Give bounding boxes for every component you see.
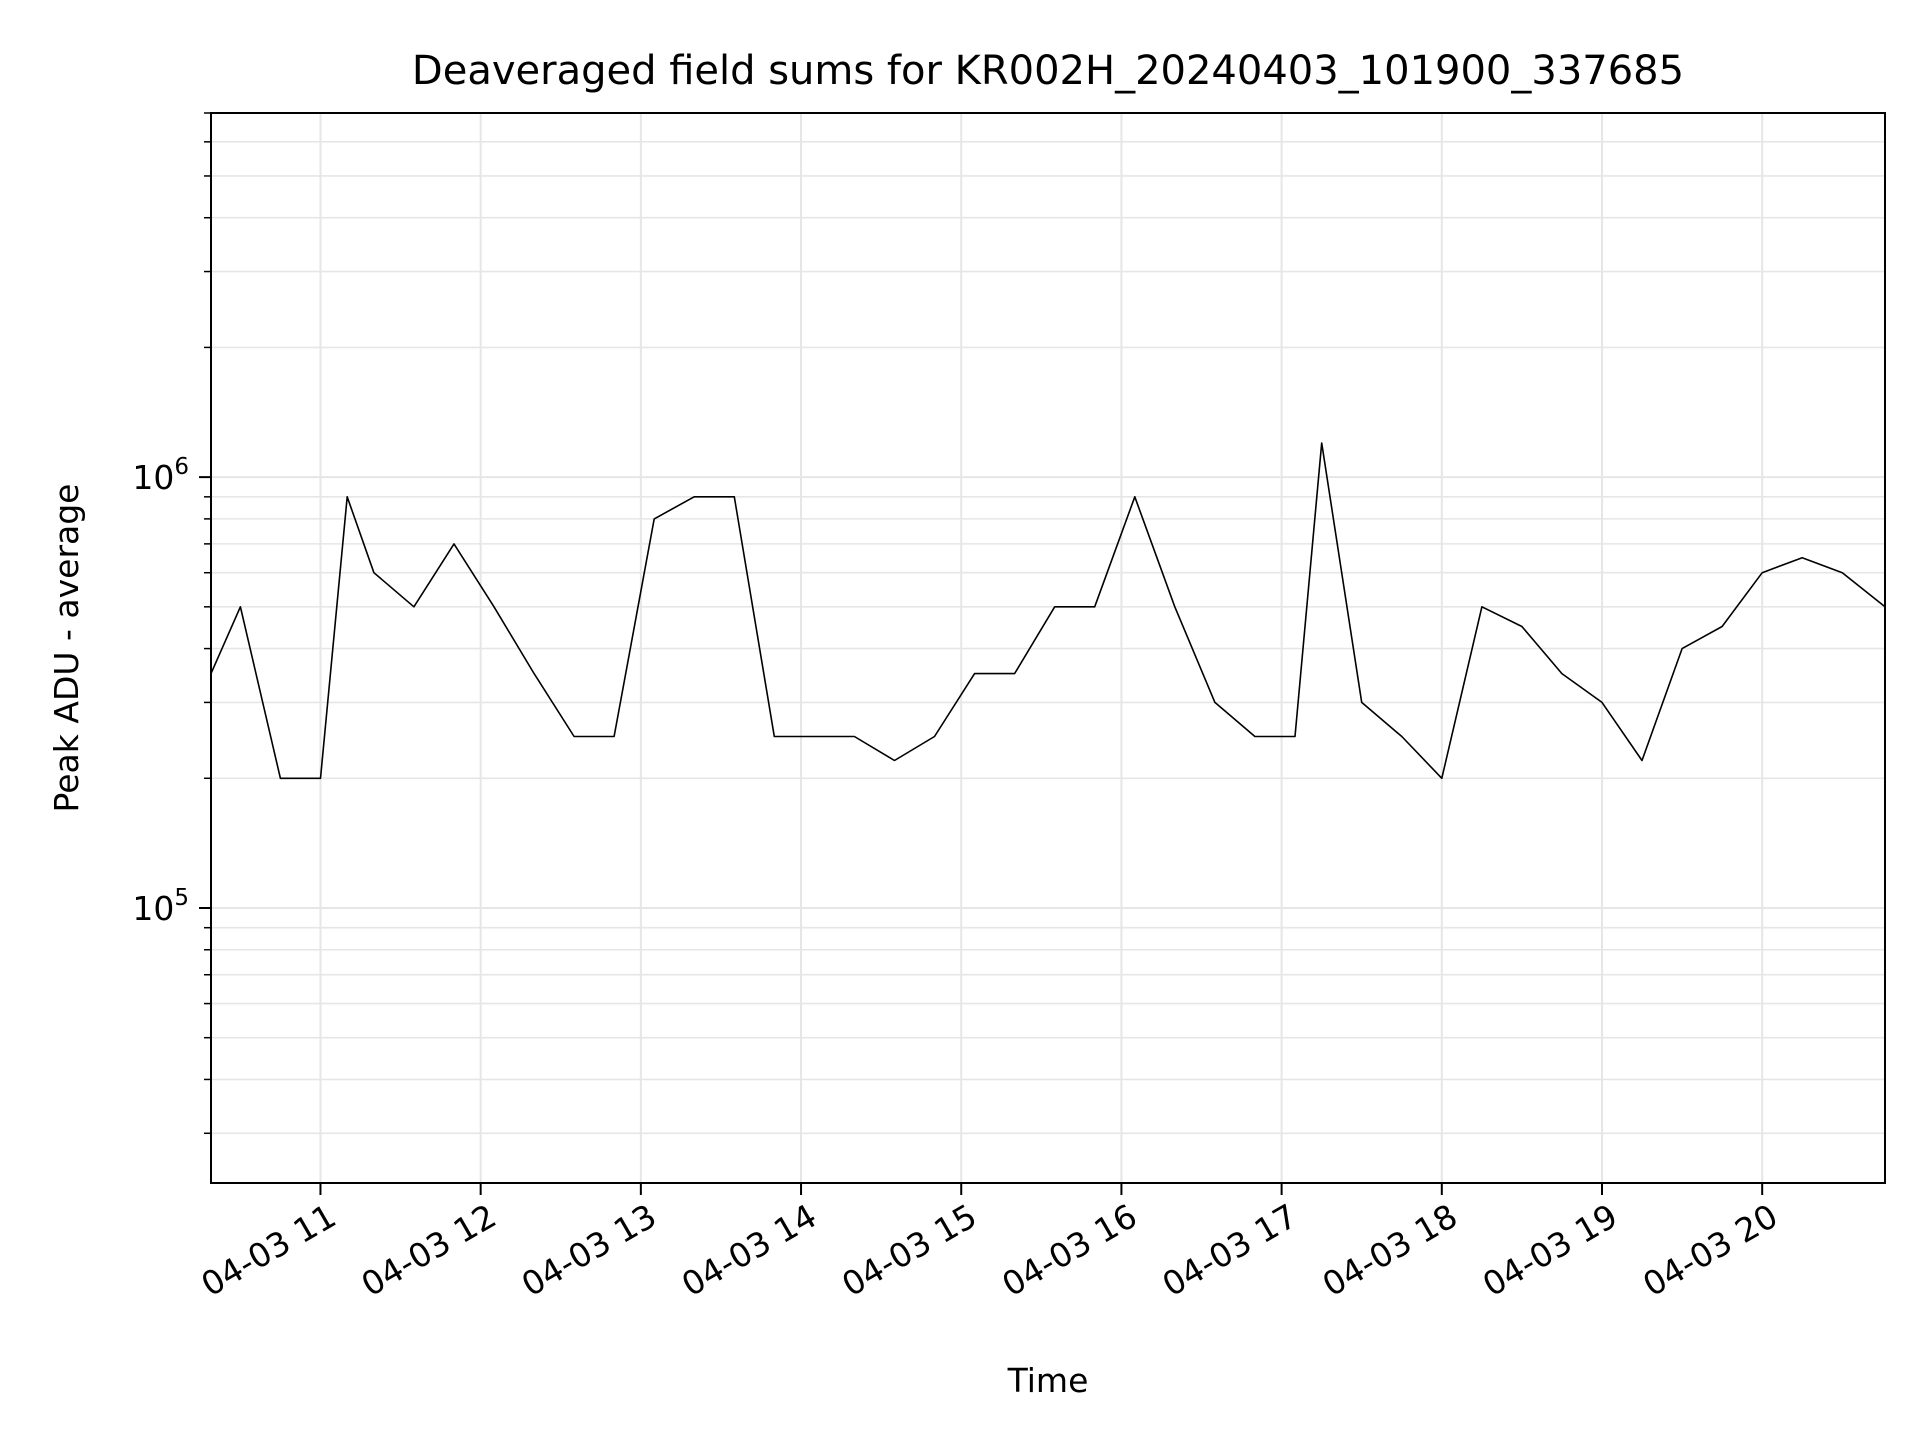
- x-axis-label: Time: [1007, 1361, 1089, 1400]
- y-tick-base: 10: [132, 458, 174, 497]
- y-tick-exponent: 6: [174, 454, 189, 480]
- series-layer: [210, 442, 1886, 780]
- y-tick-label: 105: [132, 885, 189, 928]
- y-tick-label: 106: [132, 454, 189, 497]
- y-tick-exponent: 5: [174, 885, 189, 911]
- chart-title: Deaveraged field sums for KR002H_2024040…: [412, 48, 1684, 94]
- grid: [211, 112, 1885, 1183]
- series-line: [210, 442, 1886, 780]
- y-tick-base: 10: [132, 889, 174, 928]
- y-axis-label: Peak ADU - average: [47, 484, 86, 813]
